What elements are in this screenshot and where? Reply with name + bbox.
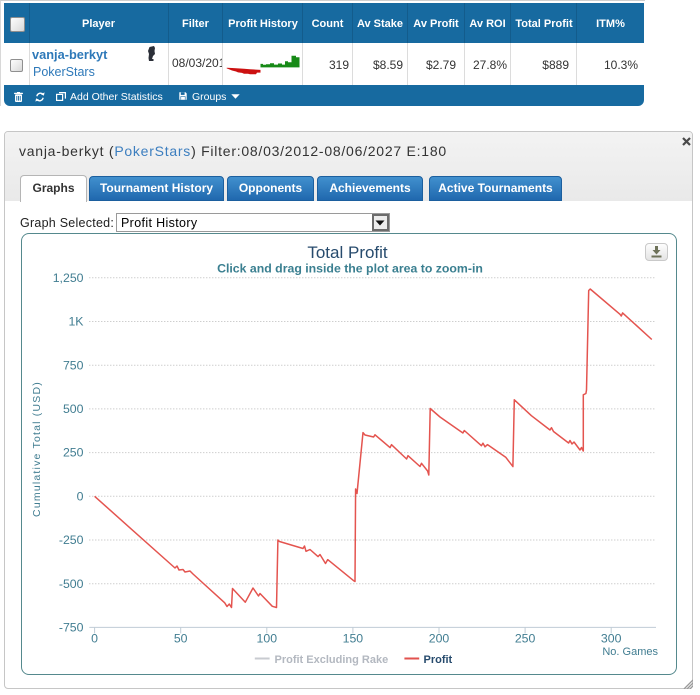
svg-text:150: 150 bbox=[343, 632, 364, 646]
svg-text:0: 0 bbox=[91, 632, 98, 646]
svg-text:50: 50 bbox=[174, 632, 188, 646]
svg-text:Total Profit: Total Profit bbox=[307, 243, 388, 262]
svg-text:No. Games: No. Games bbox=[602, 646, 658, 658]
svg-text:250: 250 bbox=[515, 632, 536, 646]
svg-text:1K: 1K bbox=[68, 315, 84, 329]
svg-text:200: 200 bbox=[429, 632, 450, 646]
svg-text:Cumulative Total (USD): Cumulative Total (USD) bbox=[31, 381, 43, 517]
svg-text:750: 750 bbox=[63, 358, 84, 372]
svg-text:1,250: 1,250 bbox=[53, 271, 84, 285]
svg-text:Profit: Profit bbox=[424, 654, 453, 666]
svg-text:-500: -500 bbox=[59, 577, 84, 591]
svg-text:100: 100 bbox=[257, 632, 278, 646]
svg-text:Click and drag inside the plot: Click and drag inside the plot area to z… bbox=[217, 262, 483, 276]
svg-text:250: 250 bbox=[63, 446, 84, 460]
svg-text:-750: -750 bbox=[59, 621, 84, 635]
svg-text:0: 0 bbox=[77, 489, 84, 503]
svg-text:-250: -250 bbox=[59, 533, 84, 547]
svg-text:500: 500 bbox=[63, 402, 84, 416]
svg-text:Profit Excluding Rake: Profit Excluding Rake bbox=[275, 654, 389, 666]
svg-text:300: 300 bbox=[601, 632, 622, 646]
